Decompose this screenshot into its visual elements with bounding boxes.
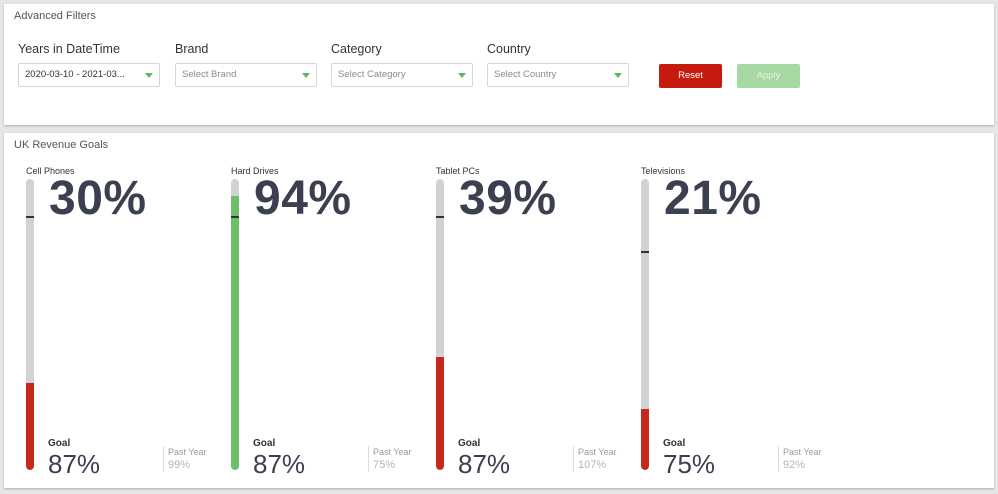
goal-marker [26,215,34,218]
category-filter-label: Category [331,42,382,56]
gauge-track [436,179,444,470]
gauge-hard-drives: Hard Drives 94% Goal 87% Past Year 75% [213,163,413,481]
gauge-track [641,179,649,470]
gauge-percent: 21% [664,172,762,225]
goal-heading: Goal [458,438,481,449]
country-filter: Country Select Country [487,42,629,87]
brand-select-placeholder: Select Brand [182,69,237,80]
past-year-heading: Past Year [578,447,617,457]
country-filter-label: Country [487,42,531,56]
past-year-value: 75% [373,459,396,471]
gauge-tablet-pcs: Tablet PCs 39% Goal 87% Past Year 107% [418,163,618,481]
brand-select[interactable]: Select Brand [175,63,317,87]
chevron-down-icon [614,73,622,78]
divider [163,446,164,472]
goal-heading: Goal [663,438,686,449]
gauge-percent: 39% [459,172,557,225]
divider [573,446,574,472]
goal-marker [436,215,444,218]
goal-heading: Goal [253,438,276,449]
chevron-down-icon [302,73,310,78]
goal-value: 75% [663,449,716,479]
reset-button[interactable]: Reset [659,64,722,88]
goal-value: 87% [48,449,101,479]
goal-marker [641,250,649,253]
gauge-label: Tablet PCs [436,166,480,176]
uk-revenue-goals-title: UK Revenue Goals [14,139,109,151]
category-filter: Category Select Category [331,42,473,87]
brand-filter: Brand Select Brand [175,42,317,87]
gauge-label: Cell Phones [26,166,75,176]
gauge-fill [231,196,239,470]
gauge-televisions: Televisions 21% Goal 75% Past Year 92% [623,163,823,481]
uk-revenue-goals-panel: UK Revenue Goals Cell Phones 30% Goal 87… [4,133,994,488]
gauge-label: Hard Drives [231,166,279,176]
past-year-value: 99% [168,459,191,471]
years-select[interactable]: 2020-03-10 - 2021-03... [18,63,160,87]
years-select-value: 2020-03-10 - 2021-03... [25,69,125,80]
goal-value: 87% [458,449,511,479]
country-select-placeholder: Select Country [494,69,557,80]
years-filter-label: Years in DateTime [18,42,120,56]
goal-marker [231,215,239,218]
category-select[interactable]: Select Category [331,63,473,87]
country-select[interactable]: Select Country [487,63,629,87]
gauge-cell-phones: Cell Phones 30% Goal 87% Past Year 99% [8,163,208,481]
category-select-placeholder: Select Category [338,69,406,80]
divider [778,446,779,472]
gauge-fill [26,382,34,470]
gauge-track [231,179,239,470]
chevron-down-icon [458,73,466,78]
chevron-down-icon [145,73,153,78]
apply-button[interactable]: Apply [737,64,800,88]
past-year-value: 92% [783,459,806,471]
advanced-filters-title: Advanced Filters [14,10,96,22]
past-year-heading: Past Year [168,447,207,457]
brand-filter-label: Brand [175,42,209,56]
gauge-label: Televisions [641,166,686,176]
goal-value: 87% [253,449,306,479]
divider [368,446,369,472]
years-filter: Years in DateTime 2020-03-10 - 2021-03..… [18,42,160,87]
past-year-heading: Past Year [783,447,822,457]
gauge-track [26,179,34,470]
goal-heading: Goal [48,438,71,449]
gauge-fill [436,356,444,470]
advanced-filters-panel: Advanced Filters Years in DateTime 2020-… [4,4,994,125]
past-year-value: 107% [578,459,607,471]
gauge-percent: 30% [49,172,147,225]
past-year-heading: Past Year [373,447,412,457]
gauge-percent: 94% [254,172,352,225]
gauge-fill [641,408,649,470]
